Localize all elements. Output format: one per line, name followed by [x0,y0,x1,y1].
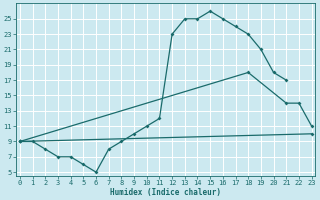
X-axis label: Humidex (Indice chaleur): Humidex (Indice chaleur) [110,188,221,197]
